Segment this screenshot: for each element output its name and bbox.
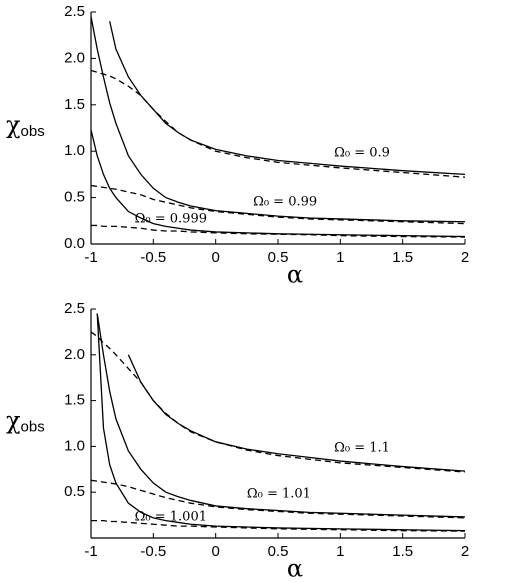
y-tick-label: 2.5 [64, 3, 85, 20]
x-tick-label: 1.5 [392, 543, 413, 560]
y-axis-label-sub: obs [21, 123, 45, 140]
curve-dashed [91, 479, 465, 519]
y-tick-label: 1.5 [64, 96, 85, 113]
curve-dashed [91, 224, 465, 238]
curve-dashed [91, 184, 465, 225]
y-axis-label-main: χ [6, 111, 21, 139]
y-axis-label-sub: obs [21, 418, 45, 435]
curve-annotation: Ω₀ = 1.01 [247, 487, 311, 502]
x-tick-label: 1 [336, 543, 344, 560]
y-tick-label: 1.5 [64, 392, 85, 409]
x-tick-label: -1 [84, 543, 97, 560]
y-tick-label: 0.5 [64, 483, 85, 500]
y-axis-label: χobs [6, 406, 45, 435]
y-axis-label: χobs [6, 111, 45, 140]
x-tick-label: -0.5 [140, 249, 166, 266]
curve-annotation: Ω₀ = 0.9 [334, 146, 390, 161]
x-tick-label: 1.5 [392, 249, 413, 266]
y-axis-label-main: χ [6, 406, 21, 434]
y-tick-label: 2.0 [64, 49, 85, 66]
curve-dashed [91, 331, 465, 473]
y-tick-label: 2.0 [64, 346, 85, 363]
curve-solid [96, 313, 465, 518]
y-tick-label: 0.5 [64, 189, 85, 206]
curve-solid [109, 21, 465, 176]
x-tick-label: 0.5 [268, 543, 289, 560]
curve-annotation: Ω₀ = 0.999 [135, 211, 207, 226]
x-tick-label: 0 [211, 249, 219, 266]
curve-annotation: Ω₀ = 0.99 [253, 195, 317, 210]
curve-solid [96, 313, 465, 532]
x-tick-label: -1 [84, 249, 97, 266]
x-axis-label: α [287, 555, 303, 583]
x-tick-label: 1 [336, 249, 344, 266]
x-tick-label: -0.5 [140, 543, 166, 560]
curve-annotation: Ω₀ = 1.001 [135, 509, 207, 524]
x-tick-label: 0 [211, 543, 219, 560]
curve-annotation: Ω₀ = 1.1 [334, 441, 390, 456]
curve-solid [127, 354, 465, 472]
x-tick-label: 2 [461, 249, 469, 266]
y-tick-label: 0.0 [64, 235, 85, 252]
curve-dashed [91, 69, 465, 178]
curve-solid [91, 16, 465, 223]
y-tick-label: 2.5 [64, 300, 85, 317]
x-tick-label: 0.5 [268, 249, 289, 266]
curve-dashed [91, 519, 465, 532]
x-tick-label: 2 [461, 543, 469, 560]
y-tick-label: 1.0 [64, 142, 85, 159]
x-axis-label: α [287, 261, 303, 289]
y-tick-label: 1.0 [64, 437, 85, 454]
